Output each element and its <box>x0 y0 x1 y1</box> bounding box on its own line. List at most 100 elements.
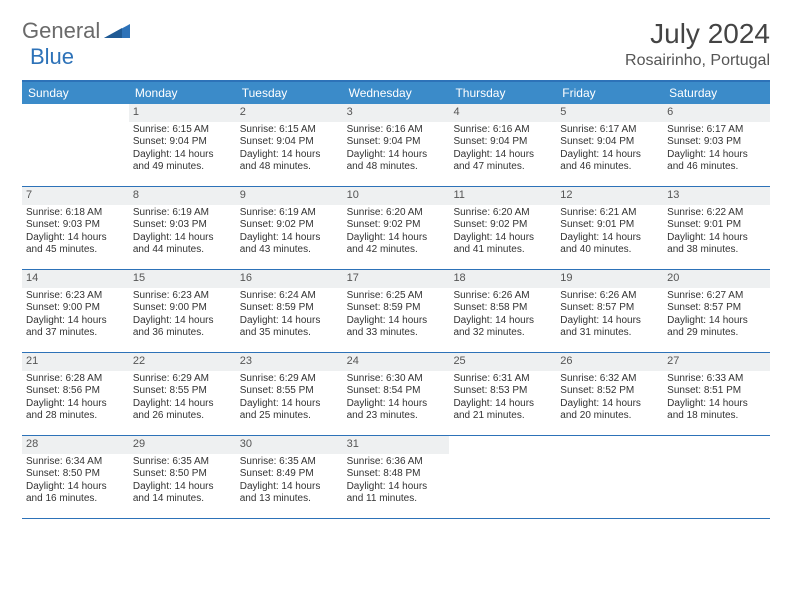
day-line: Sunrise: 6:15 AM <box>133 124 232 137</box>
day-line: Daylight: 14 hours <box>133 315 232 328</box>
day-cell: 30Sunrise: 6:35 AMSunset: 8:49 PMDayligh… <box>236 436 343 518</box>
day-body: Sunrise: 6:15 AMSunset: 9:04 PMDaylight:… <box>236 124 343 178</box>
day-number: 13 <box>663 187 770 205</box>
day-line: Sunset: 9:04 PM <box>240 136 339 149</box>
day-body: Sunrise: 6:19 AMSunset: 9:02 PMDaylight:… <box>236 207 343 261</box>
day-number: 5 <box>556 104 663 122</box>
day-cell: 3Sunrise: 6:16 AMSunset: 9:04 PMDaylight… <box>343 104 450 186</box>
day-body: Sunrise: 6:25 AMSunset: 8:59 PMDaylight:… <box>343 290 450 344</box>
day-line: Sunset: 8:51 PM <box>667 385 766 398</box>
day-line: Daylight: 14 hours <box>26 232 125 245</box>
day-cell: 10Sunrise: 6:20 AMSunset: 9:02 PMDayligh… <box>343 187 450 269</box>
day-number: 27 <box>663 353 770 371</box>
day-number: 28 <box>22 436 129 454</box>
day-line: Daylight: 14 hours <box>133 232 232 245</box>
day-body: Sunrise: 6:33 AMSunset: 8:51 PMDaylight:… <box>663 373 770 427</box>
day-body <box>22 124 129 128</box>
day-number: 8 <box>129 187 236 205</box>
day-line: and 21 minutes. <box>453 410 552 423</box>
day-line: Sunrise: 6:17 AM <box>560 124 659 137</box>
day-line: and 37 minutes. <box>26 327 125 340</box>
day-line: Sunset: 8:53 PM <box>453 385 552 398</box>
day-cell: 27 Sunrise: 6:33 AMSunset: 8:51 PMDayligh… <box>663 353 770 435</box>
day-body: Sunrise: 6:21 AMSunset: 9:01 PMDaylight:… <box>556 207 663 261</box>
week-row: 1Sunrise: 6:15 AMSunset: 9:04 PMDaylight… <box>22 104 770 187</box>
day-line: Sunrise: 6:20 AM <box>347 207 446 220</box>
day-line: and 40 minutes. <box>560 244 659 257</box>
day-line: and 43 minutes. <box>240 244 339 257</box>
day-body: Sunrise: 6:17 AMSunset: 9:03 PMDaylight:… <box>663 124 770 178</box>
day-line: Sunrise: 6:23 AM <box>26 290 125 303</box>
day-cell: 12Sunrise: 6:21 AMSunset: 9:01 PMDayligh… <box>556 187 663 269</box>
week-row: 14Sunrise: 6:23 AMSunset: 9:00 PMDayligh… <box>22 270 770 353</box>
day-line: and 32 minutes. <box>453 327 552 340</box>
day-cell: 4Sunrise: 6:16 AMSunset: 9:04 PMDaylight… <box>449 104 556 186</box>
day-line: and 20 minutes. <box>560 410 659 423</box>
day-body: Sunrise: 6:35 AMSunset: 8:50 PMDaylight:… <box>129 456 236 510</box>
day-body: Sunrise: 6:23 AMSunset: 9:00 PMDaylight:… <box>22 290 129 344</box>
day-body: Sunrise: 6:20 AMSunset: 9:02 PMDaylight:… <box>449 207 556 261</box>
day-number: 18 <box>449 270 556 288</box>
day-cell: 11Sunrise: 6:20 AMSunset: 9:02 PMDayligh… <box>449 187 556 269</box>
day-line: Daylight: 14 hours <box>133 481 232 494</box>
day-line: Sunset: 8:50 PM <box>26 468 125 481</box>
day-cell: 19Sunrise: 6:26 AMSunset: 8:57 PMDayligh… <box>556 270 663 352</box>
day-line: Daylight: 14 hours <box>133 398 232 411</box>
day-line: Sunrise: 6:26 AM <box>560 290 659 303</box>
day-body <box>663 456 770 460</box>
day-line: Sunrise: 6:27 AM <box>667 290 766 303</box>
weeks-container: 1Sunrise: 6:15 AMSunset: 9:04 PMDaylight… <box>22 104 770 519</box>
day-body <box>556 456 663 460</box>
day-number: 23 <box>236 353 343 371</box>
day-line: Sunset: 9:01 PM <box>560 219 659 232</box>
day-body: Sunrise: 6:26 AMSunset: 8:58 PMDaylight:… <box>449 290 556 344</box>
day-line: Sunset: 9:03 PM <box>26 219 125 232</box>
day-line: Sunrise: 6:34 AM <box>26 456 125 469</box>
day-cell: 9Sunrise: 6:19 AMSunset: 9:02 PMDaylight… <box>236 187 343 269</box>
day-line: Daylight: 14 hours <box>347 149 446 162</box>
day-number: 15 <box>129 270 236 288</box>
day-line: and 25 minutes. <box>240 410 339 423</box>
day-line: Sunrise: 6:19 AM <box>240 207 339 220</box>
day-line: Sunset: 8:54 PM <box>347 385 446 398</box>
day-body: Sunrise: 6:16 AMSunset: 9:04 PMDaylight:… <box>343 124 450 178</box>
day-line: and 26 minutes. <box>133 410 232 423</box>
day-cell: 13Sunrise: 6:22 AMSunset: 9:01 PMDayligh… <box>663 187 770 269</box>
dow-cell: Friday <box>556 82 663 104</box>
day-line: Daylight: 14 hours <box>240 481 339 494</box>
day-number: 22 <box>129 353 236 371</box>
day-number: 21 <box>22 353 129 371</box>
day-line: Sunrise: 6:21 AM <box>560 207 659 220</box>
day-line: Sunset: 9:04 PM <box>347 136 446 149</box>
day-cell: 25Sunrise: 6:31 AMSunset: 8:53 PMDayligh… <box>449 353 556 435</box>
day-line: Daylight: 14 hours <box>560 398 659 411</box>
day-line: Sunset: 8:55 PM <box>240 385 339 398</box>
dow-cell: Tuesday <box>236 82 343 104</box>
day-line: and 28 minutes. <box>26 410 125 423</box>
day-line: and 44 minutes. <box>133 244 232 257</box>
day-number: 7 <box>22 187 129 205</box>
day-line: Sunset: 8:52 PM <box>560 385 659 398</box>
day-line: and 47 minutes. <box>453 161 552 174</box>
day-line: Sunset: 8:55 PM <box>133 385 232 398</box>
day-cell: 20Sunrise: 6:27 AMSunset: 8:57 PMDayligh… <box>663 270 770 352</box>
day-line: Daylight: 14 hours <box>453 232 552 245</box>
day-number: 26 <box>556 353 663 371</box>
day-line: and 33 minutes. <box>347 327 446 340</box>
day-cell: 26Sunrise: 6:32 AMSunset: 8:52 PMDayligh… <box>556 353 663 435</box>
day-line: Sunrise: 6:16 AM <box>453 124 552 137</box>
logo-text-blue: Blue <box>30 44 74 69</box>
day-line: Sunrise: 6:23 AM <box>133 290 232 303</box>
day-number: 20 <box>663 270 770 288</box>
day-line: and 41 minutes. <box>453 244 552 257</box>
day-line: Daylight: 14 hours <box>347 315 446 328</box>
day-line: and 23 minutes. <box>347 410 446 423</box>
day-line: Sunrise: 6:16 AM <box>347 124 446 137</box>
day-line: Daylight: 14 hours <box>240 315 339 328</box>
day-line: Sunset: 9:03 PM <box>133 219 232 232</box>
day-line: Daylight: 14 hours <box>560 315 659 328</box>
day-line: Daylight: 14 hours <box>347 398 446 411</box>
day-line: Daylight: 14 hours <box>560 232 659 245</box>
dow-cell: Thursday <box>449 82 556 104</box>
day-line: and 46 minutes. <box>667 161 766 174</box>
